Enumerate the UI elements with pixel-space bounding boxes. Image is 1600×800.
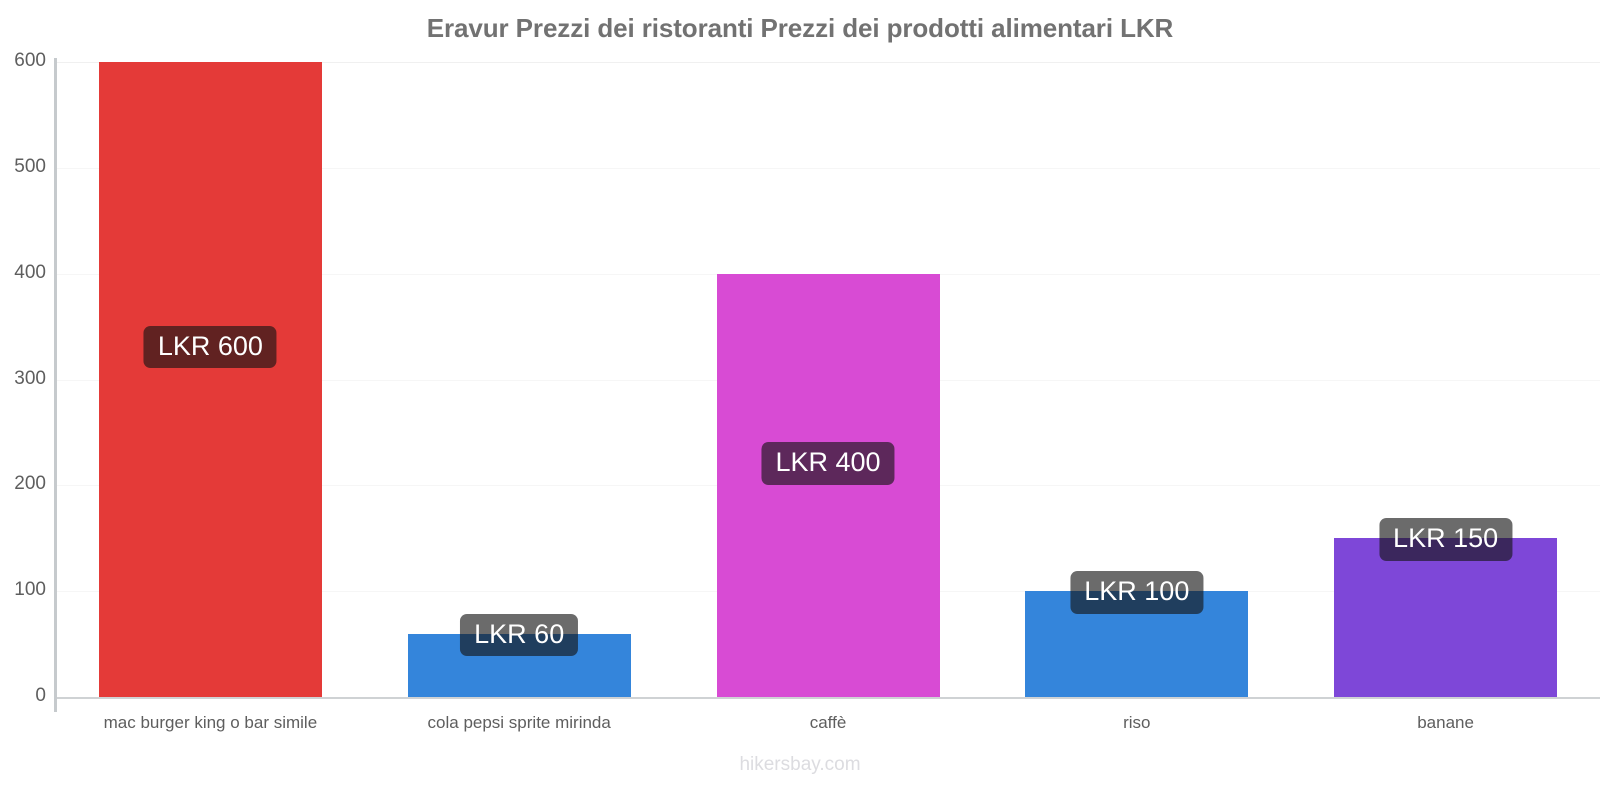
y-axis-tick-label: 600 [14, 50, 46, 71]
x-axis-tick-label: banane [1417, 713, 1474, 732]
page-title: Eravur Prezzi dei ristoranti Prezzi dei … [426, 13, 1174, 43]
bar-value-label: LKR 600 [143, 325, 277, 369]
bar-value-label: LKR 150 [1379, 518, 1513, 561]
footer-credit: hikersbay.com [739, 754, 861, 775]
bar-value-label: LKR 100 [1070, 571, 1204, 614]
y-axis-tick-label: 0 [35, 685, 46, 706]
gridline [56, 167, 1600, 169]
gridline [56, 62, 1600, 63]
plot-area: LKR 600 LKR 60 LKR 400 LKR 100 LKR 150 [56, 62, 1600, 697]
y-axis-tick-label: 300 [14, 367, 46, 389]
x-axis-tick-label: cola pepsi sprite mirinda [427, 713, 611, 732]
bar[interactable] [716, 273, 940, 697]
x-axis-tick-label: mac burger king o bar simile [103, 713, 318, 732]
y-axis-tick-label: 100 [14, 579, 46, 601]
bar-value-label: LKR 400 [761, 442, 895, 485]
y-axis-tick-label: 400 [14, 261, 46, 283]
x-axis-tick-label: caffè [809, 713, 847, 732]
y-axis-tick-label: 200 [14, 473, 46, 495]
y-axis-tick-labels: 0 100 200 300 400 500 600 [0, 0, 46, 800]
x-axis-tick-label: riso [1123, 713, 1151, 732]
y-axis-tick-label: 500 [14, 155, 46, 177]
x-axis-baseline [56, 697, 1600, 699]
bar[interactable] [1334, 538, 1558, 697]
bar[interactable] [98, 62, 322, 697]
y-axis-line [54, 58, 57, 712]
bar-value-label: LKR 60 [460, 613, 579, 656]
